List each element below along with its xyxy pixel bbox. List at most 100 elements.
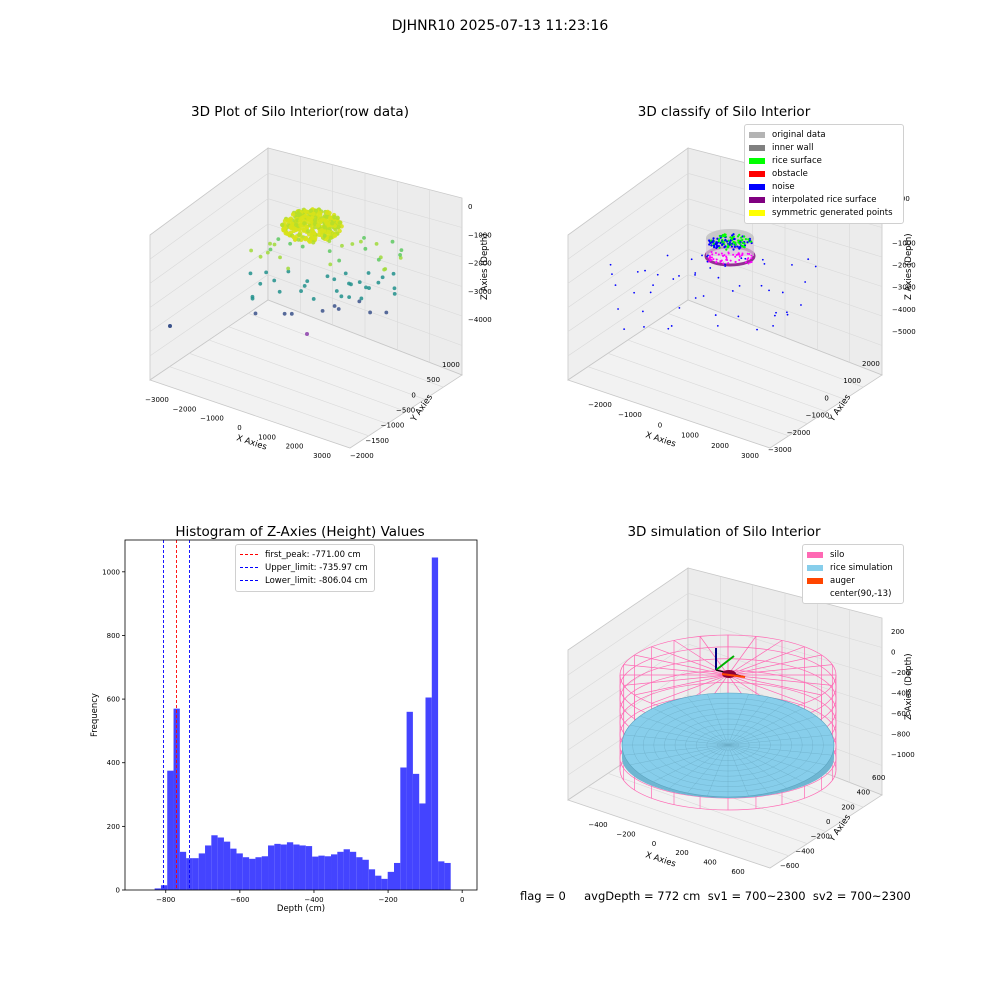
histogram-bar bbox=[242, 857, 250, 890]
surface-point bbox=[718, 246, 721, 249]
panel4-title: 3D simulation of Silo Interior bbox=[627, 524, 821, 540]
interpolated-point bbox=[725, 255, 728, 258]
legend-item: obstacle bbox=[749, 167, 899, 180]
rice-surface-point bbox=[313, 235, 318, 240]
noise-point bbox=[763, 262, 766, 265]
rice-mesh-spoke bbox=[727, 696, 769, 746]
histogram-bar bbox=[419, 803, 426, 890]
y-tick-label: −2000 bbox=[787, 429, 811, 437]
classify-legend: original data inner wall rice surface ob… bbox=[744, 124, 904, 224]
y-tick-label: 600 bbox=[107, 696, 120, 704]
surface-point bbox=[713, 246, 716, 249]
interpolated-point bbox=[738, 258, 741, 261]
noise-point bbox=[670, 325, 673, 327]
legend-label: inner wall bbox=[772, 142, 814, 153]
outlier-point bbox=[286, 266, 291, 271]
legend-swatch bbox=[749, 144, 765, 151]
histogram-bar bbox=[280, 844, 287, 890]
y-tick-label: 1000 bbox=[843, 377, 861, 385]
noise-point bbox=[633, 291, 636, 294]
outlier-point bbox=[302, 284, 307, 288]
outlier-point bbox=[289, 311, 294, 316]
outlier-point bbox=[265, 250, 270, 255]
surface-point bbox=[736, 245, 739, 248]
rice-surface-point bbox=[328, 215, 333, 221]
rice-surface-point bbox=[281, 227, 287, 233]
grid-line bbox=[567, 593, 689, 676]
legend-label: rice simulation bbox=[830, 562, 893, 573]
x-tick-label: −200 bbox=[378, 896, 397, 904]
legend-label: symmetric generated points bbox=[772, 208, 893, 219]
grid-line bbox=[567, 669, 689, 751]
outlier-point bbox=[339, 294, 344, 299]
x-tick-label: 2000 bbox=[286, 443, 304, 451]
legend-item: inner wall bbox=[749, 141, 899, 154]
rice-surface-point bbox=[335, 215, 340, 221]
legend-label: Upper_limit: -735.97 cm bbox=[265, 562, 368, 573]
y-tick-label: 200 bbox=[841, 803, 854, 811]
panel-3d-simulation: 3D simulation of Silo Interior −400 −200 0… bbox=[567, 524, 915, 876]
rice-surface-point bbox=[313, 208, 319, 213]
surface-point bbox=[712, 239, 715, 242]
noise-point bbox=[701, 254, 703, 257]
outlier-point bbox=[288, 241, 293, 246]
surface-point bbox=[738, 246, 741, 249]
surface-point bbox=[724, 238, 727, 242]
noise-point bbox=[724, 263, 726, 266]
outlier-point bbox=[376, 257, 381, 262]
rice-mesh-spoke bbox=[669, 744, 729, 789]
y-tick-label: −1500 bbox=[365, 437, 389, 445]
noise-point bbox=[614, 284, 617, 286]
noise-point bbox=[744, 257, 747, 260]
silo-spoke bbox=[634, 674, 729, 696]
surface-point bbox=[732, 248, 735, 251]
noise-point bbox=[768, 289, 770, 292]
histogram-vlines bbox=[163, 540, 190, 890]
y-tick-label: −1000 bbox=[806, 412, 830, 420]
z-tick-label: −2000 bbox=[892, 262, 916, 270]
histogram-bar bbox=[343, 849, 350, 890]
interpolated-point bbox=[727, 252, 730, 255]
surface-point bbox=[716, 237, 719, 240]
histogram-bar bbox=[324, 856, 332, 890]
legend-swatch bbox=[807, 551, 823, 558]
histogram-bar bbox=[337, 851, 344, 890]
noise-point bbox=[786, 313, 789, 316]
legend-label: original data bbox=[772, 129, 826, 140]
legend-swatch bbox=[749, 183, 765, 190]
outlier-point bbox=[327, 239, 332, 243]
outlier-point bbox=[305, 279, 310, 284]
grid-line bbox=[149, 173, 269, 260]
surface-point bbox=[723, 246, 726, 249]
rice-mesh-spoke bbox=[624, 734, 729, 746]
legend-item: center(90,-13) bbox=[807, 587, 899, 600]
rice-mesh-spoke bbox=[727, 744, 804, 782]
rice-mesh-spoke bbox=[727, 724, 826, 746]
interpolated-point bbox=[735, 253, 738, 256]
noise-point bbox=[738, 284, 741, 287]
surface-point bbox=[742, 235, 746, 238]
noise-point bbox=[772, 324, 774, 327]
outlier-point bbox=[268, 241, 272, 246]
legend-label: Lower_limit: -806.04 cm bbox=[265, 575, 368, 586]
rice-mesh-spoke bbox=[727, 701, 787, 746]
y-tick-label: −500 bbox=[396, 407, 415, 415]
simulation-legend: silo rice simulation auger center(90,-13… bbox=[802, 544, 904, 604]
rice-surface-point bbox=[318, 228, 324, 233]
y-tick-label: 500 bbox=[427, 376, 440, 384]
panel2-title: 3D classify of Silo Interior bbox=[638, 104, 811, 120]
rice-mesh-spoke bbox=[727, 744, 817, 775]
rice-surface-point bbox=[303, 208, 308, 214]
noise-point bbox=[690, 258, 693, 261]
rice-surface-point bbox=[315, 223, 321, 228]
interpolated-point bbox=[732, 253, 735, 256]
grid-line bbox=[149, 249, 269, 332]
surface-point bbox=[744, 237, 747, 241]
z-tick-label: −1000 bbox=[468, 231, 492, 239]
outlier-point bbox=[362, 235, 366, 240]
histogram-xticks: −800 −600 −400 −200 0 bbox=[156, 890, 464, 904]
legend-swatch bbox=[807, 564, 823, 571]
legend-label: auger bbox=[830, 575, 855, 586]
noise-point bbox=[617, 308, 619, 310]
outlier-point bbox=[384, 310, 389, 315]
